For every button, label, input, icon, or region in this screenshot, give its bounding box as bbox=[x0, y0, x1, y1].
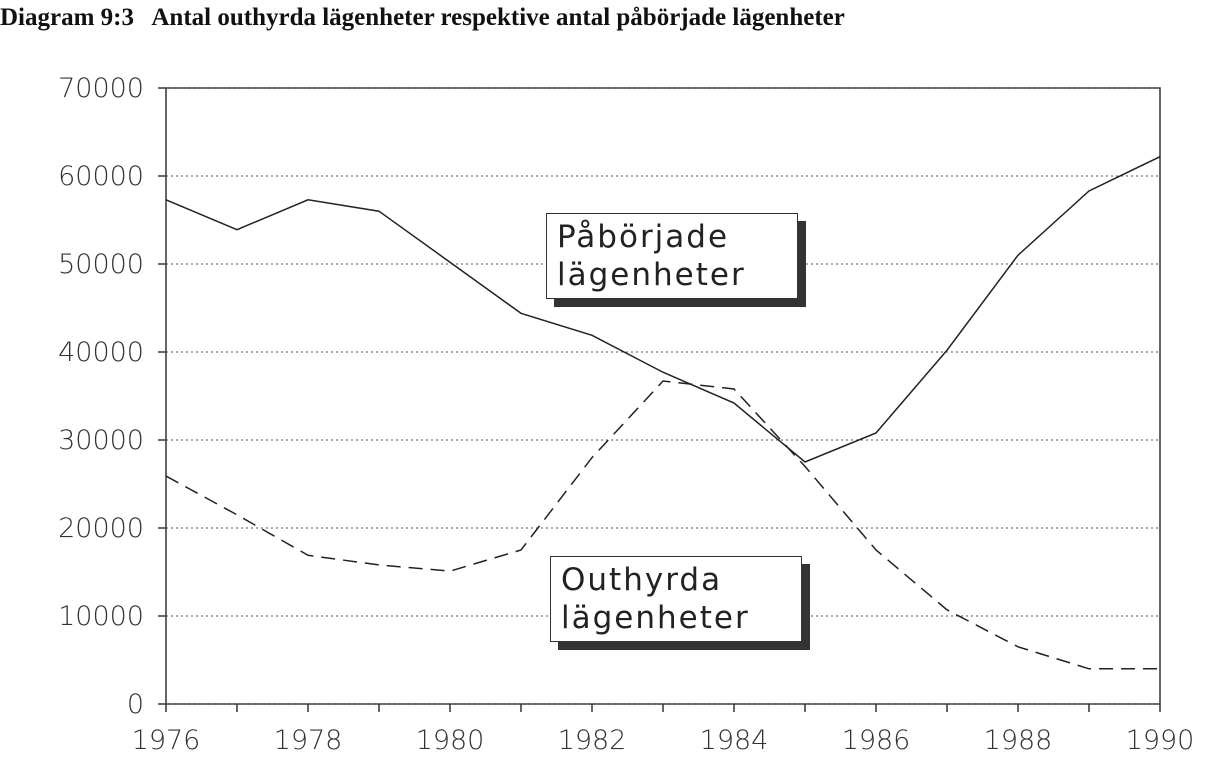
x-tick-label: 1984 bbox=[700, 725, 769, 756]
x-tick-label: 1978 bbox=[274, 725, 343, 756]
series-label: Outhyrda lägenheter bbox=[550, 556, 802, 642]
x-tick-label: 1986 bbox=[842, 725, 911, 756]
chart-title: Diagram 9:3 Antal outhyrda lägenheter re… bbox=[0, 4, 845, 31]
series-label: Påbörjade lägenheter bbox=[546, 213, 798, 299]
y-tick-label: 60000 bbox=[58, 161, 144, 192]
y-tick-label: 30000 bbox=[58, 425, 144, 456]
y-tick-label: 50000 bbox=[58, 249, 144, 280]
x-tick-label: 1980 bbox=[416, 725, 485, 756]
x-tick-label: 1982 bbox=[558, 725, 627, 756]
y-tick-label: 40000 bbox=[58, 337, 144, 368]
series-line bbox=[165, 155, 1161, 463]
y-tick-label: 10000 bbox=[58, 601, 144, 632]
y-tick-label: 20000 bbox=[58, 513, 144, 544]
series-line bbox=[165, 380, 1160, 670]
y-tick-label: 0 bbox=[127, 689, 144, 720]
x-tick-label: 1976 bbox=[132, 725, 201, 756]
y-tick-label: 70000 bbox=[58, 73, 144, 104]
x-tick-label: 1990 bbox=[1126, 725, 1195, 756]
x-tick-label: 1988 bbox=[984, 725, 1053, 756]
